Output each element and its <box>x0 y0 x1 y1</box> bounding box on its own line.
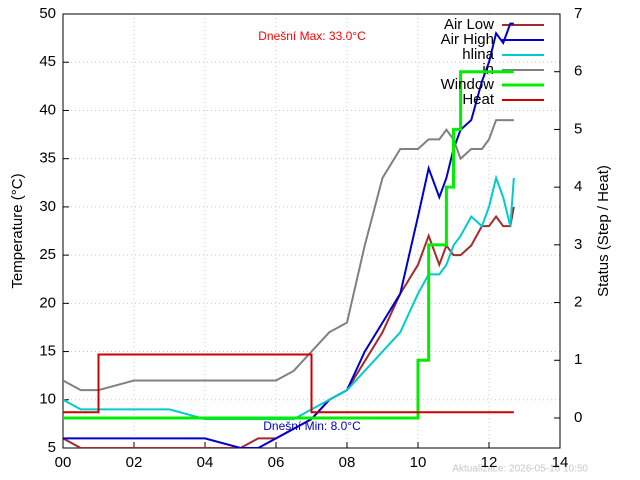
series-line <box>63 353 514 414</box>
y-tick-label: 35 <box>39 150 56 167</box>
y2-tick-label: 4 <box>574 178 582 195</box>
x-tick-label: 12 <box>481 454 498 471</box>
y2-axis-label: Status (Step / Heat) <box>595 165 612 297</box>
x-tick-label: 04 <box>197 454 214 471</box>
max-annotation: Dnešní Max: 33.0°C <box>258 29 366 43</box>
x-tick-label: 14 <box>552 454 569 471</box>
y2-tick-label: 3 <box>574 236 582 253</box>
y2-tick-label: 0 <box>574 409 582 426</box>
y2-tick-label: 7 <box>574 5 582 22</box>
legend-label: Air Low <box>444 16 494 33</box>
footer: Aktualizace: 2026-05-16 10:50 <box>452 464 588 475</box>
y-tick-label: 50 <box>39 5 56 22</box>
y2-tick-label: 5 <box>574 120 582 137</box>
legend-label: Window <box>441 76 495 93</box>
series-line <box>63 206 515 448</box>
series-line <box>63 22 514 448</box>
x-tick-label: 02 <box>126 454 143 471</box>
x-tick-label: 00 <box>55 454 72 471</box>
y-tick-label: 40 <box>39 101 56 118</box>
y2-tick-label: 6 <box>574 63 582 80</box>
y-tick-label: 25 <box>39 246 56 263</box>
x-tick-label: 06 <box>268 454 285 471</box>
y-tick-label: 30 <box>39 198 56 215</box>
y-axis-label: Temperature (°C) <box>9 173 26 288</box>
y2-tick-label: 1 <box>574 351 582 368</box>
y-tick-label: 5 <box>48 439 56 456</box>
y-tick-label: 20 <box>39 294 56 311</box>
series-line <box>63 70 514 420</box>
y-tick-label: 10 <box>39 391 56 408</box>
legend-label: in <box>482 61 494 78</box>
series-line <box>63 174 515 421</box>
y2-tick-label: 2 <box>574 294 582 311</box>
plot-frame <box>62 13 561 449</box>
legend-label: hlina <box>462 46 494 63</box>
x-tick-label: 10 <box>410 454 427 471</box>
legend-label: Heat <box>462 91 495 108</box>
series-line <box>63 119 514 392</box>
x-tick-label: 08 <box>339 454 356 471</box>
y-tick-label: 45 <box>39 53 56 70</box>
y-tick-label: 15 <box>39 343 56 360</box>
legend-label: Air High <box>441 31 494 48</box>
min-annotation: Dnešní Min: 8.0°C <box>263 419 361 433</box>
